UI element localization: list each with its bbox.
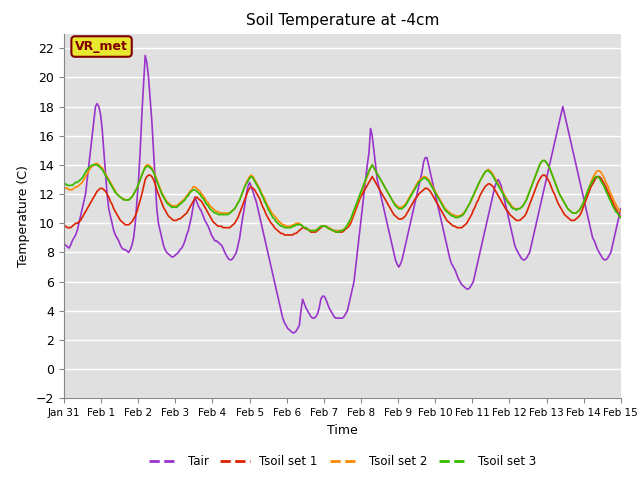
Tair xyxy=(499,191,507,197)
Tsoil set 1 xyxy=(60,223,68,229)
Tsoil set 3 xyxy=(72,180,79,185)
Title: Soil Temperature at -4cm: Soil Temperature at -4cm xyxy=(246,13,439,28)
Line: Tsoil set 1: Tsoil set 1 xyxy=(64,175,621,235)
Tsoil set 3 xyxy=(498,188,506,194)
Tsoil set 3 xyxy=(369,162,376,168)
Tsoil set 2 xyxy=(539,157,547,163)
Tsoil set 2 xyxy=(305,228,313,233)
Tair xyxy=(60,241,68,247)
Tsoil set 1 xyxy=(617,215,625,220)
Legend: Tair, Tsoil set 1, Tsoil set 2, Tsoil set 3: Tair, Tsoil set 1, Tsoil set 2, Tsoil se… xyxy=(144,450,541,473)
Tsoil set 1 xyxy=(72,220,79,226)
Tsoil set 3 xyxy=(617,215,625,220)
Tsoil set 2 xyxy=(369,162,376,168)
Tair xyxy=(617,206,625,212)
Tair xyxy=(72,232,79,238)
Text: VR_met: VR_met xyxy=(75,40,128,53)
Tsoil set 3 xyxy=(504,200,512,206)
Tsoil set 2 xyxy=(232,203,240,209)
X-axis label: Time: Time xyxy=(327,424,358,437)
Tsoil set 3 xyxy=(60,181,68,187)
Tsoil set 1 xyxy=(234,215,242,220)
Tsoil set 3 xyxy=(539,157,547,163)
Tair xyxy=(234,242,242,248)
Tsoil set 2 xyxy=(72,184,79,190)
Tair xyxy=(141,53,149,59)
Tsoil set 2 xyxy=(504,199,512,204)
Tair xyxy=(289,330,296,336)
Line: Tsoil set 2: Tsoil set 2 xyxy=(64,160,621,230)
Tsoil set 3 xyxy=(332,229,340,235)
Tsoil set 2 xyxy=(486,168,493,174)
Tsoil set 1 xyxy=(145,172,152,178)
Tsoil set 1 xyxy=(506,212,514,217)
Tsoil set 1 xyxy=(488,182,495,188)
Tair xyxy=(506,220,514,226)
Tair xyxy=(488,199,495,204)
Tsoil set 3 xyxy=(232,203,240,209)
Tsoil set 1 xyxy=(370,177,378,182)
Tsoil set 2 xyxy=(498,187,506,192)
Tsoil set 2 xyxy=(60,184,68,190)
Tair xyxy=(370,147,378,153)
Tsoil set 2 xyxy=(617,209,625,215)
Line: Tair: Tair xyxy=(64,56,621,333)
Line: Tsoil set 3: Tsoil set 3 xyxy=(64,160,621,232)
Tsoil set 1 xyxy=(280,232,288,238)
Tsoil set 3 xyxy=(486,169,493,175)
Y-axis label: Temperature (C): Temperature (C) xyxy=(17,165,30,267)
Tsoil set 1 xyxy=(499,202,507,207)
